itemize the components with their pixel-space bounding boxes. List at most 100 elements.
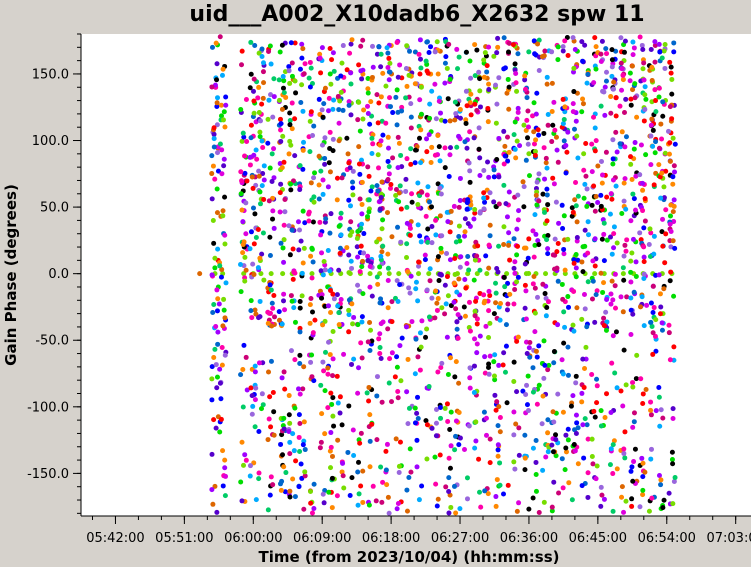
data-point — [435, 296, 441, 302]
data-point — [614, 240, 620, 246]
data-point — [292, 405, 298, 411]
data-point — [593, 194, 599, 200]
data-point — [472, 207, 478, 213]
data-point — [452, 99, 458, 105]
data-point — [426, 132, 432, 138]
data-point — [337, 410, 343, 416]
data-point — [339, 422, 345, 428]
data-point — [414, 437, 420, 443]
data-point — [609, 360, 615, 366]
data-point — [608, 234, 614, 240]
data-point — [530, 365, 536, 371]
data-point — [472, 101, 478, 107]
data-point — [507, 291, 513, 297]
data-point — [648, 319, 654, 325]
data-point — [265, 437, 271, 443]
data-point — [515, 334, 521, 340]
data-point — [563, 170, 569, 176]
data-point — [397, 439, 403, 445]
data-point — [347, 232, 353, 238]
data-point — [222, 352, 228, 358]
data-point — [458, 254, 464, 260]
data-point — [648, 162, 654, 168]
data-point — [308, 65, 314, 71]
data-point — [598, 423, 604, 429]
data-point — [534, 401, 540, 407]
data-point — [355, 229, 361, 235]
data-point — [384, 441, 390, 447]
data-point — [328, 81, 334, 87]
data-point — [377, 344, 383, 350]
data-point — [648, 47, 654, 53]
data-point — [593, 292, 599, 298]
data-point — [259, 251, 265, 257]
data-point — [630, 311, 636, 317]
data-point — [354, 244, 360, 250]
data-point — [383, 83, 389, 89]
data-point — [533, 459, 539, 465]
data-point — [455, 312, 461, 318]
data-point — [374, 437, 380, 443]
data-point — [561, 138, 567, 144]
data-point — [649, 323, 655, 329]
data-point — [374, 274, 380, 280]
data-point — [511, 301, 517, 307]
data-point — [308, 180, 314, 186]
data-point — [288, 142, 294, 148]
data-point — [511, 132, 517, 138]
data-point — [248, 385, 254, 391]
data-point — [308, 359, 314, 365]
data-point — [399, 104, 405, 110]
data-point — [544, 81, 550, 87]
data-point — [601, 496, 607, 502]
data-point — [630, 191, 636, 197]
data-point — [277, 49, 283, 55]
data-point — [622, 144, 628, 150]
data-point — [378, 464, 384, 470]
data-point — [461, 447, 467, 453]
data-point — [670, 406, 676, 412]
data-point — [467, 58, 473, 64]
data-point — [220, 208, 226, 214]
data-point — [494, 266, 500, 272]
data-point — [258, 406, 264, 412]
data-point — [446, 510, 452, 516]
data-point — [593, 66, 599, 72]
data-point — [619, 494, 625, 500]
data-point — [545, 246, 551, 252]
data-point — [221, 156, 227, 162]
data-point — [463, 285, 469, 291]
data-point — [443, 301, 449, 307]
data-point — [553, 453, 559, 459]
data-point — [257, 255, 263, 261]
data-point — [668, 202, 674, 208]
data-point — [477, 104, 483, 110]
data-point — [525, 255, 531, 261]
data-point — [520, 179, 526, 185]
data-point — [436, 144, 442, 150]
data-point — [648, 133, 654, 139]
data-point — [433, 232, 439, 238]
data-point — [571, 441, 577, 447]
data-point — [496, 201, 502, 207]
data-point — [603, 149, 609, 155]
data-point — [359, 221, 365, 227]
data-point — [598, 203, 604, 209]
data-point — [433, 420, 439, 426]
data-point — [448, 208, 454, 214]
data-point — [384, 482, 390, 488]
data-point — [405, 356, 411, 362]
data-point — [367, 412, 373, 418]
data-point — [641, 225, 647, 231]
data-point — [260, 145, 266, 151]
data-point — [210, 501, 216, 507]
data-point — [555, 322, 561, 328]
data-point — [562, 324, 568, 330]
data-point — [630, 87, 636, 93]
data-point — [432, 454, 438, 460]
data-point — [648, 446, 654, 452]
data-point — [628, 269, 634, 275]
data-point — [601, 323, 607, 329]
data-point — [279, 478, 285, 484]
data-point — [544, 186, 550, 192]
